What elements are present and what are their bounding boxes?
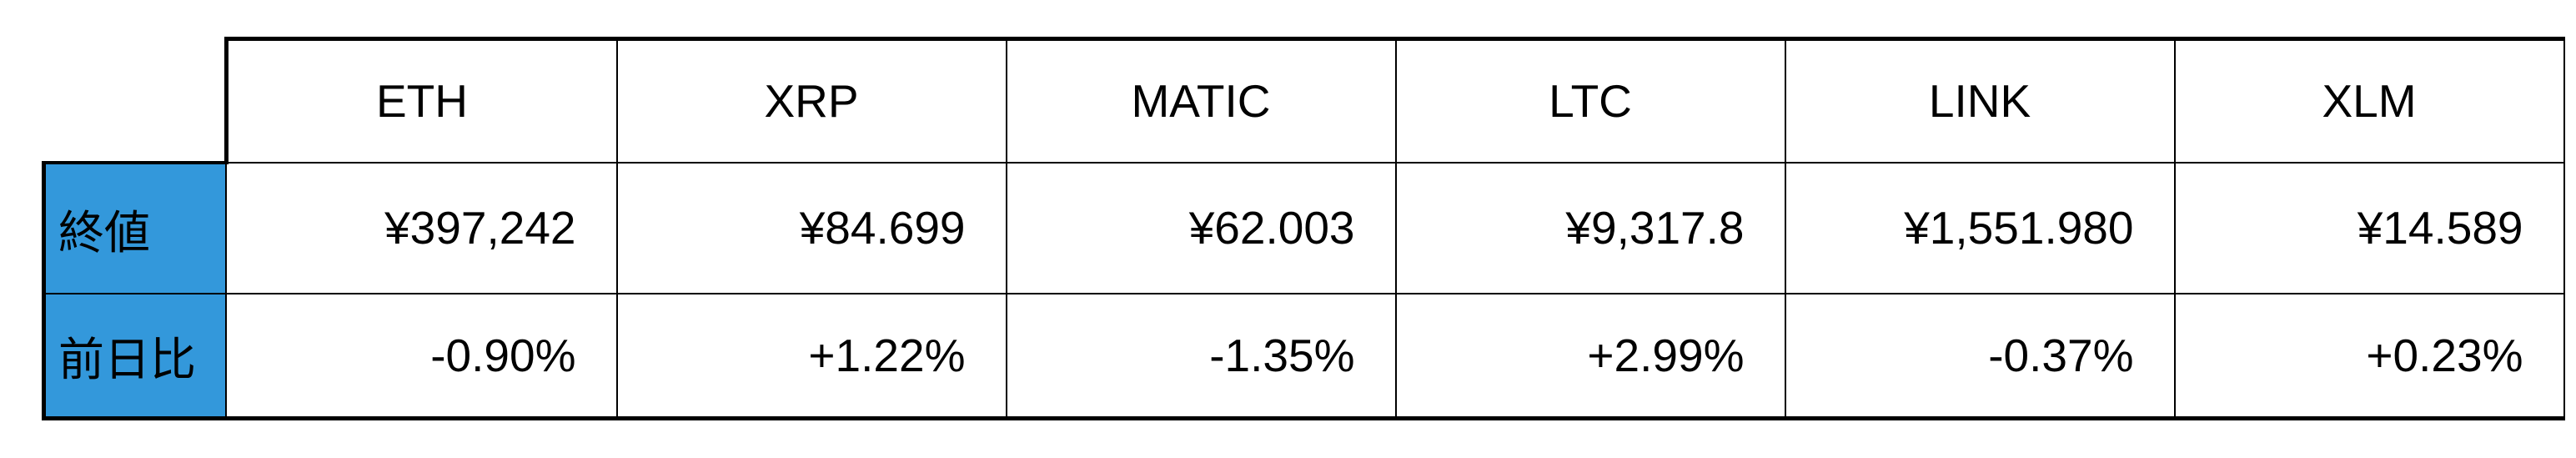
day-change-row: 前日比 -0.90% +1.22% -1.35% +2.99% -0.37% +…	[42, 292, 2565, 420]
column-header-row: ETH XRP MATIC LTC LINK XLM	[43, 37, 2565, 164]
column-header-matic: MATIC	[1005, 37, 1397, 164]
column-header-ltc: LTC	[1394, 37, 1786, 164]
corner-cell	[43, 38, 226, 163]
row-header-closing-price: 終値	[42, 160, 227, 294]
cell-change-link: -0.37%	[1784, 292, 2176, 420]
cell-close-xlm: ¥14.589	[2173, 161, 2565, 294]
closing-price-row: 終値 ¥397,242 ¥84.699 ¥62.003 ¥9,317.8 ¥1,…	[42, 160, 2565, 294]
column-header-eth: ETH	[223, 37, 618, 164]
cell-close-ltc: ¥9,317.8	[1394, 161, 1786, 294]
cell-close-link: ¥1,551.980	[1784, 161, 2176, 294]
column-header-xlm: XLM	[2173, 37, 2565, 164]
cell-change-xrp: +1.22%	[615, 292, 1007, 420]
cell-change-eth: -0.90%	[225, 292, 618, 420]
cell-change-xlm: +0.23%	[2173, 292, 2565, 420]
crypto-price-table-container: ETH XRP MATIC LTC LINK XLM 終値 ¥397,242 ¥…	[42, 37, 2565, 420]
crypto-price-table: ETH XRP MATIC LTC LINK XLM 終値 ¥397,242 ¥…	[42, 37, 2565, 420]
cell-change-ltc: +2.99%	[1394, 292, 1786, 420]
row-header-day-change: 前日比	[42, 292, 227, 420]
cell-close-matic: ¥62.003	[1005, 161, 1397, 294]
cell-close-eth: ¥397,242	[225, 161, 618, 294]
cell-close-xrp: ¥84.699	[615, 161, 1007, 294]
cell-change-matic: -1.35%	[1005, 292, 1397, 420]
column-header-link: LINK	[1784, 37, 2176, 164]
column-header-xrp: XRP	[615, 37, 1007, 164]
